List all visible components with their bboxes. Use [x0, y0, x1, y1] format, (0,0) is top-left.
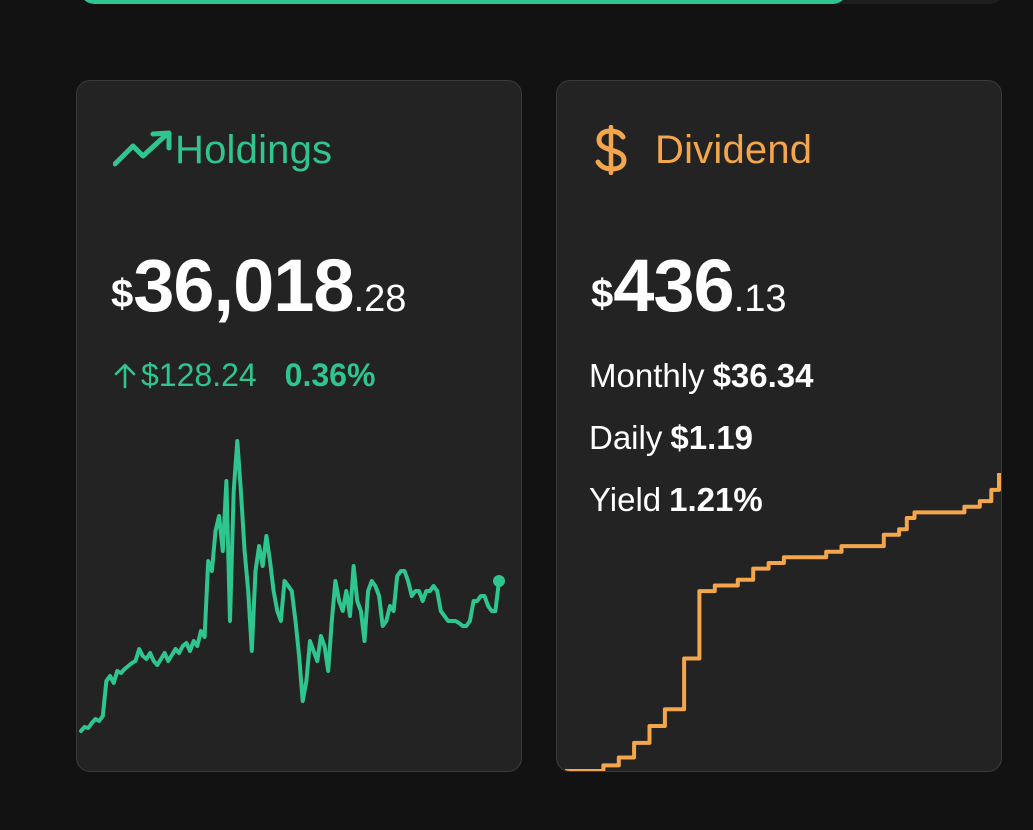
holdings-chart [79, 439, 505, 733]
dividend-series-line [565, 473, 1001, 771]
holdings-change-percent: 0.36% [284, 357, 376, 393]
top-progress-bar [80, 0, 1004, 4]
holdings-amount: $36,018.28 [111, 249, 406, 323]
dividend-daily-row: Daily $1.19 [589, 419, 753, 457]
dividend-daily-value: $1.19 [670, 419, 753, 456]
dividend-title: Dividend [655, 127, 813, 172]
holdings-amount-main: 36,018 [133, 244, 354, 327]
holdings-currency: $ [111, 272, 134, 316]
holdings-change-row: $128.24 0.36% [113, 357, 375, 394]
dividend-monthly-row: Monthly $36.34 [589, 357, 814, 395]
trending-up-icon [113, 125, 175, 175]
dividend-amount: $436.13 [591, 249, 787, 323]
holdings-header: Holdings [113, 125, 332, 175]
dividend-chart [565, 473, 1001, 771]
holdings-change-amount: $128.24 [141, 357, 257, 393]
dividend-yield-label: Yield [589, 481, 662, 518]
holdings-last-point [493, 575, 505, 587]
holdings-card[interactable]: Holdings $36,018.28 $128.24 0.36% [76, 80, 522, 772]
dividend-header: Dividend [593, 125, 812, 175]
dollar-icon [593, 125, 655, 175]
holdings-amount-cents: .28 [353, 278, 407, 320]
dividend-daily-label: Daily [589, 419, 663, 456]
dividend-yield-value: 1.21% [669, 481, 763, 518]
dividend-monthly-label: Monthly [589, 357, 705, 394]
dividend-amount-cents: .13 [733, 278, 787, 320]
dividend-yield-row: Yield 1.21% [589, 481, 763, 519]
arrow-up-icon [113, 361, 137, 391]
top-progress-fill [80, 0, 847, 4]
holdings-title: Holdings [175, 127, 333, 172]
dividend-monthly-value: $36.34 [712, 357, 814, 394]
holdings-series-line [79, 439, 501, 733]
dividend-amount-main: 436 [613, 244, 734, 327]
dividend-currency: $ [591, 272, 614, 316]
dividend-card[interactable]: Dividend $436.13 Monthly $36.34 Daily $1.1… [556, 80, 1002, 772]
